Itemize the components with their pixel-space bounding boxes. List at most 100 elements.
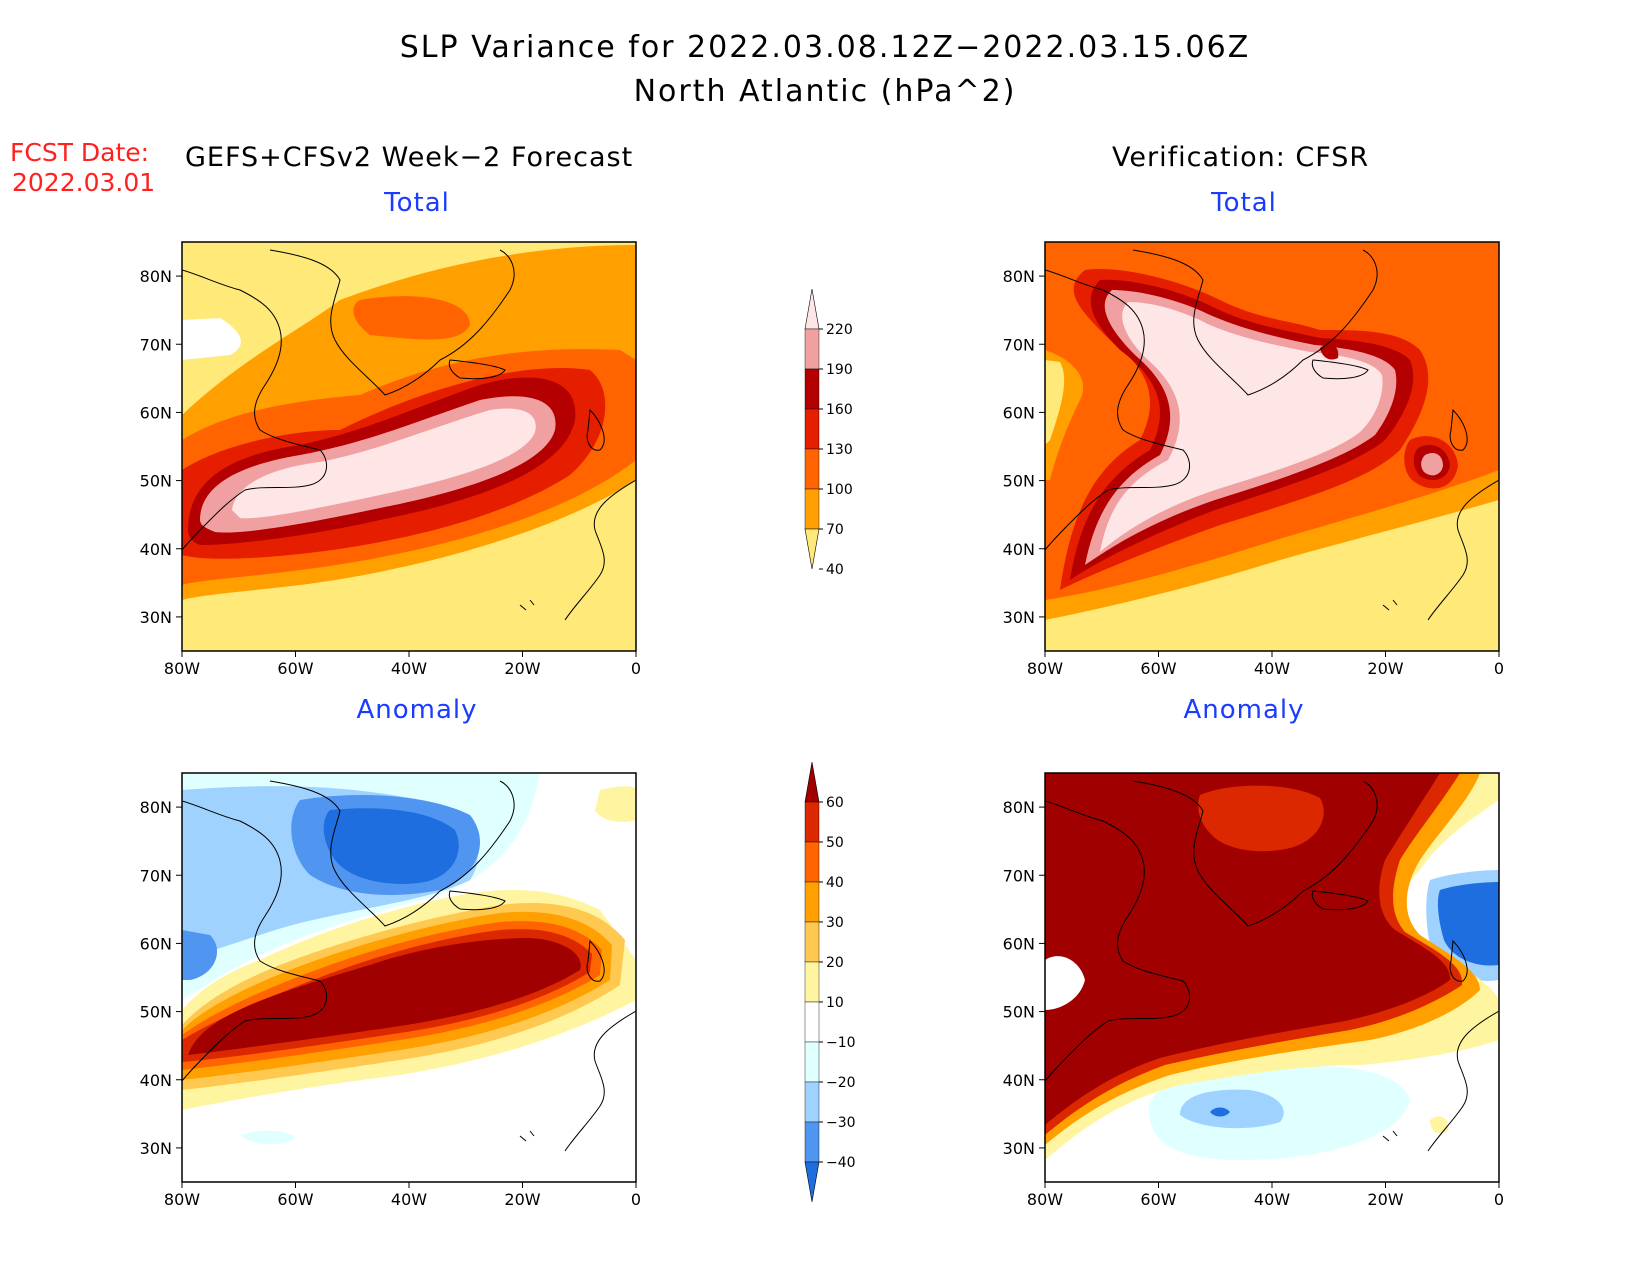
colorbar-label: −30 <box>826 1115 856 1131</box>
colorbar-swatch <box>804 1001 820 1043</box>
shade-low-north <box>182 242 350 345</box>
shade-minus20-minus30 <box>1180 1089 1284 1129</box>
lat-tick-label: 60N <box>1003 403 1035 422</box>
colorbar-label: 40 <box>826 875 844 891</box>
colorbar-swatch <box>804 841 820 883</box>
colorbar-swatch <box>804 408 820 450</box>
colorbar-label: 70 <box>826 522 844 538</box>
colorbar-swatch <box>804 1121 820 1163</box>
colorbar-swatch <box>804 328 820 370</box>
lat-tick-label: 60N <box>140 934 172 953</box>
shade-10-south <box>1430 1116 1449 1134</box>
lon-tick-label: 60W <box>277 1190 313 1209</box>
colorbar-label: 40 <box>826 562 844 578</box>
shade-below-minus40 <box>323 808 459 884</box>
lat-tick-label: 30N <box>1003 608 1035 627</box>
lat-tick-label: 30N <box>140 608 172 627</box>
lon-tick-label: 80W <box>1027 1190 1063 1209</box>
forecast-column-heading: GEFS+CFSv2 Week−2 Forecast <box>185 142 634 173</box>
shade-minus40-east <box>1437 882 1499 966</box>
lon-tick-label: 40W <box>1254 659 1290 678</box>
forecast-total-title: Total <box>384 188 450 218</box>
colorbar-label: 20 <box>826 955 844 971</box>
lat-tick-label: 70N <box>140 866 172 885</box>
shade-100-130-north <box>353 296 470 340</box>
lat-tick-label: 80N <box>1003 798 1035 817</box>
lon-tick-label: 0 <box>1494 1190 1504 1209</box>
lat-tick-label: 70N <box>1003 335 1035 354</box>
lat-tick-label: 80N <box>140 798 172 817</box>
verification-column-heading: Verification: CFSR <box>1112 142 1370 173</box>
colorbar-swatch <box>804 761 820 803</box>
colorbar-label: 220 <box>826 322 853 338</box>
lat-tick-label: 50N <box>140 1003 172 1022</box>
axes-layer: 80W 60W 40W 20W 0 80N 70N 60N 50N 40N 30N 80W 60W 40W… <box>140 267 1504 1209</box>
colorbar-label: 50 <box>826 835 844 851</box>
colorbar-swatch <box>804 488 820 530</box>
colorbar-label: 60 <box>826 795 844 811</box>
forecast-anomaly-title: Anomaly <box>356 695 478 725</box>
coastlines <box>1045 780 1499 1152</box>
verification-total-map <box>1044 241 1500 652</box>
shade-220-plus <box>232 408 536 519</box>
lat-tick-label: 40N <box>140 540 172 559</box>
shade-40-70-west <box>1045 360 1065 445</box>
lon-tick-label: 20W <box>1367 659 1403 678</box>
colorbar-label: 160 <box>826 402 853 418</box>
colorbar-label: 190 <box>826 362 853 378</box>
colorbar-swatch <box>804 368 820 410</box>
shade-50-north <box>1220 802 1270 824</box>
shade-minus10-south <box>240 1130 295 1145</box>
colorbar-swatch <box>804 1081 820 1123</box>
lon-tick-label: 0 <box>631 659 641 678</box>
lat-tick-label: 60N <box>140 403 172 422</box>
lon-tick-label: 0 <box>631 1190 641 1209</box>
shade-above-60 <box>1045 773 1451 1125</box>
lat-tick-label: 70N <box>140 335 172 354</box>
lat-tick-label: 50N <box>1003 472 1035 491</box>
shade-160-190-spot <box>1320 344 1339 360</box>
coastlines <box>182 780 636 1152</box>
colorbar-label: 10 <box>826 995 844 1011</box>
lon-tick-label: 80W <box>1027 659 1063 678</box>
colorbar-label: −40 <box>826 1155 856 1171</box>
shade-minus30-west <box>182 930 218 980</box>
figure-subtitle: North Atlantic (hPa^2) <box>633 74 1017 109</box>
colorbar-swatch <box>804 1041 820 1083</box>
shade-below-40 <box>182 318 241 360</box>
lat-tick-label: 50N <box>1003 1003 1035 1022</box>
colorbar-total: 220 190 160 130 100 70 40 <box>804 288 853 578</box>
colorbar-label: 130 <box>826 442 853 458</box>
colorbar-label: 100 <box>826 482 853 498</box>
colorbar-label: 30 <box>826 915 844 931</box>
colorbar-anomaly: 60 50 40 30 20 10 −10 −20 −30 −40 <box>804 761 856 1203</box>
forecast-total-map <box>181 241 637 652</box>
lat-tick-label: 40N <box>140 1071 172 1090</box>
lat-tick-label: 40N <box>1003 540 1035 559</box>
shade-above-60-west <box>1045 830 1152 1100</box>
lat-tick-label: 30N <box>140 1139 172 1158</box>
lon-tick-label: 60W <box>1140 1190 1176 1209</box>
shade-near-zero-west <box>1045 956 1085 1010</box>
verification-anomaly-title: Anomaly <box>1183 695 1305 725</box>
colorbar-swatch <box>804 881 820 923</box>
lon-tick-label: 40W <box>1254 1190 1290 1209</box>
colorbar-swatch <box>804 801 820 843</box>
lat-tick-label: 40N <box>1003 1071 1035 1090</box>
lat-tick-label: 30N <box>1003 1139 1035 1158</box>
verification-total-title: Total <box>1211 188 1277 218</box>
lon-tick-label: 80W <box>164 1190 200 1209</box>
colorbar-label: −10 <box>826 1035 856 1051</box>
colorbar-swatch <box>804 528 820 570</box>
shade-10-20-ne <box>595 786 636 822</box>
lat-tick-label: 50N <box>140 472 172 491</box>
lon-tick-label: 20W <box>1367 1190 1403 1209</box>
colorbar-swatch <box>804 448 820 490</box>
lon-tick-label: 40W <box>391 1190 427 1209</box>
lon-tick-label: 0 <box>1494 659 1504 678</box>
lon-tick-label: 80W <box>164 659 200 678</box>
colorbar-swatch <box>804 1161 820 1203</box>
lat-tick-label: 80N <box>140 267 172 286</box>
colorbar-label: −20 <box>826 1075 856 1091</box>
